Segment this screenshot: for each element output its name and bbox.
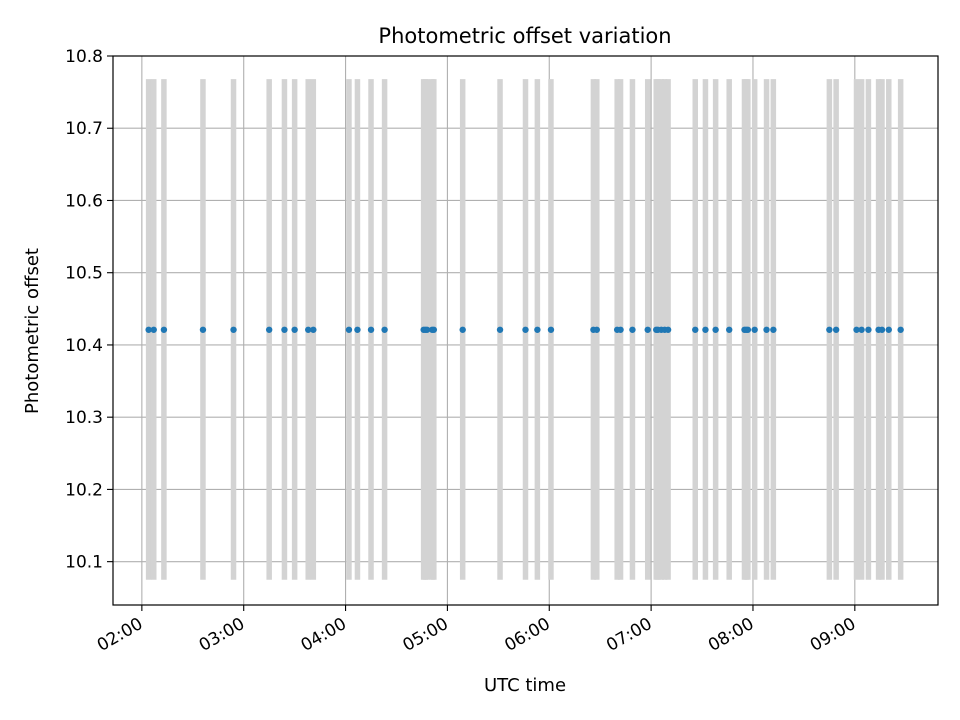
data-point bbox=[629, 326, 636, 333]
data-point bbox=[858, 326, 865, 333]
y-tick-label: 10.3 bbox=[65, 408, 103, 428]
data-point bbox=[897, 326, 904, 333]
y-tick-label: 10.1 bbox=[65, 553, 103, 573]
y-tick-label: 10.8 bbox=[65, 47, 103, 67]
y-axis-label: Photometric offset bbox=[22, 248, 43, 414]
data-point bbox=[593, 326, 600, 333]
data-point bbox=[522, 326, 529, 333]
data-point bbox=[644, 326, 651, 333]
data-point bbox=[885, 326, 892, 333]
data-point bbox=[763, 326, 770, 333]
data-point bbox=[692, 326, 699, 333]
data-point bbox=[345, 326, 353, 333]
data-point bbox=[305, 326, 312, 333]
data-points bbox=[145, 326, 904, 333]
data-point bbox=[878, 326, 886, 333]
data-point bbox=[423, 326, 431, 333]
data-point bbox=[702, 326, 709, 333]
data-point bbox=[381, 326, 388, 333]
y-tick-label: 10.2 bbox=[65, 480, 103, 500]
data-point bbox=[547, 326, 555, 333]
data-point bbox=[726, 326, 733, 333]
data-point bbox=[496, 326, 504, 333]
data-point bbox=[664, 326, 672, 333]
data-point bbox=[281, 326, 288, 333]
data-point bbox=[865, 326, 872, 333]
data-point bbox=[744, 326, 752, 333]
data-point bbox=[310, 326, 317, 333]
x-axis-label: UTC time bbox=[484, 675, 566, 696]
data-point bbox=[150, 326, 157, 333]
data-point bbox=[534, 326, 541, 333]
data-point bbox=[354, 326, 361, 333]
y-tick-label: 10.5 bbox=[65, 264, 103, 284]
data-point bbox=[770, 326, 777, 333]
data-point bbox=[751, 326, 758, 333]
data-point bbox=[265, 326, 273, 333]
y-tick-label: 10.7 bbox=[65, 119, 103, 139]
data-point bbox=[145, 326, 152, 333]
data-point bbox=[712, 326, 719, 333]
data-point bbox=[832, 326, 840, 333]
data-point bbox=[199, 326, 207, 333]
data-point bbox=[160, 326, 168, 333]
data-point bbox=[617, 326, 624, 333]
data-point bbox=[230, 326, 237, 333]
data-point bbox=[367, 326, 375, 333]
y-tick-label: 10.4 bbox=[65, 336, 103, 356]
plot-frame bbox=[112, 55, 939, 606]
data-point bbox=[459, 326, 466, 333]
chart-title: Photometric offset variation bbox=[378, 24, 671, 48]
y-axis-ticks: 10.1 10.2 10.3 10.4 10.5 10.6 10.7 10.8 bbox=[65, 47, 113, 573]
data-point bbox=[826, 326, 833, 333]
data-point bbox=[430, 326, 438, 333]
data-point bbox=[291, 326, 298, 333]
data-point bbox=[853, 326, 860, 333]
y-tick-label: 10.6 bbox=[65, 191, 103, 211]
